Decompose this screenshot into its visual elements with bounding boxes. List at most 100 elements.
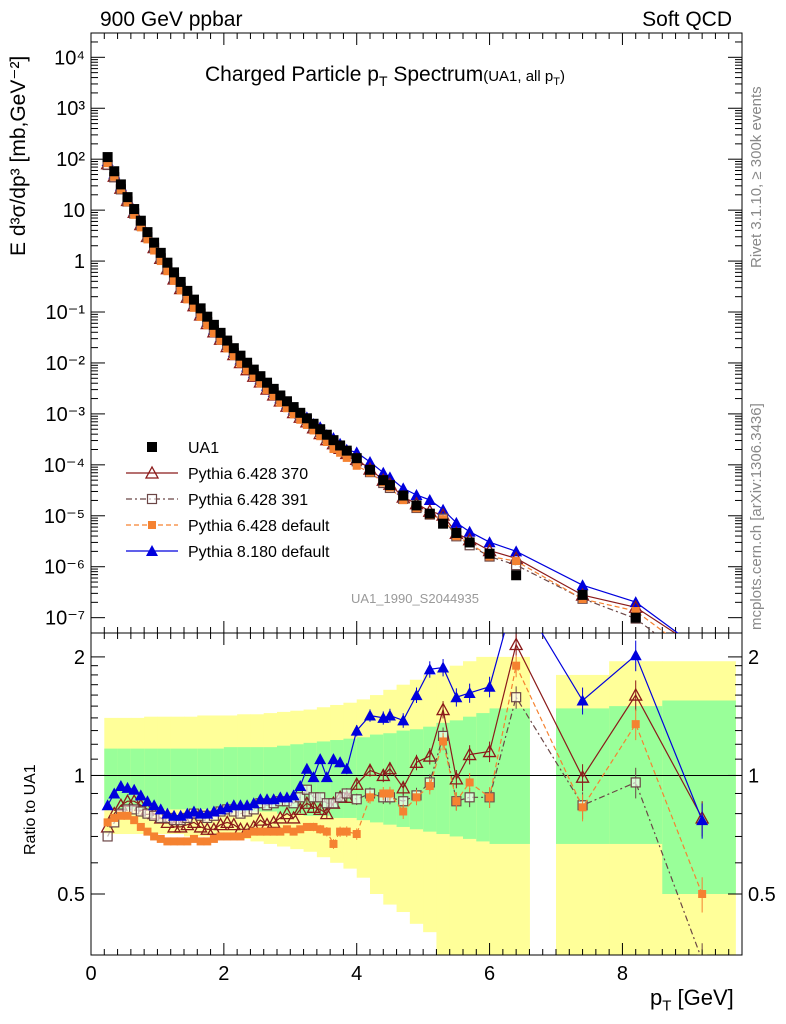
main-point-pythia6-default bbox=[116, 185, 125, 194]
ratio-point-pythia6-default bbox=[309, 822, 318, 831]
ratio-point-pythia8-default bbox=[121, 781, 134, 793]
y-tick-label-main: 10 bbox=[63, 200, 85, 222]
ratio-point-pythia8-default bbox=[463, 686, 476, 698]
ratio-point-pythia6-default bbox=[302, 822, 311, 831]
ratio-point-pythia6-370 bbox=[435, 702, 451, 716]
ratio-point-pythia6-default bbox=[698, 889, 707, 898]
main-point-pythia6-default bbox=[216, 336, 225, 345]
ratio-point-pythia6-370 bbox=[376, 768, 391, 782]
ratio-point-pythia6-default bbox=[289, 827, 298, 836]
main-point-ua1 bbox=[335, 440, 346, 451]
ratio-point-pythia6-default bbox=[203, 837, 212, 846]
y-tick-label-main: 10⁻⁶ bbox=[44, 557, 85, 579]
ratio-point-pythia8-default bbox=[696, 814, 709, 826]
ratio-point-pythia8-default bbox=[340, 762, 353, 774]
ratio-point-pythia8-default bbox=[483, 680, 496, 692]
ratio-point-pythia6-default bbox=[269, 827, 278, 836]
y-tick-label-main: 10⁻³ bbox=[46, 404, 86, 426]
ratio-point-pythia6-370 bbox=[628, 687, 643, 701]
band-inner bbox=[210, 748, 225, 810]
ratio-point-pythia6-default bbox=[136, 822, 145, 831]
ratio-point-pythia6-370 bbox=[509, 637, 524, 651]
main-point-ua1 bbox=[195, 303, 206, 314]
band-inner bbox=[104, 748, 119, 810]
main-point-ua1 bbox=[162, 257, 173, 268]
ratio-point-pythia6-default bbox=[150, 832, 159, 841]
main-point-pythia8-default bbox=[377, 466, 390, 478]
ratio-point-pythia8-default bbox=[148, 799, 161, 811]
legend-marker-pythia6-391 bbox=[146, 493, 158, 505]
ratio-point-pythia6-default bbox=[176, 837, 185, 846]
main-point-ua1 bbox=[351, 453, 362, 464]
ratio-point-pythia6-default bbox=[216, 832, 225, 841]
main-point-ua1 bbox=[228, 343, 239, 354]
chart-subtitle: (UA1, all pT) bbox=[483, 68, 565, 88]
ratio-point-pythia8-default bbox=[410, 689, 423, 701]
main-point-ua1 bbox=[378, 475, 389, 486]
main-point-pythia8-default bbox=[364, 456, 376, 468]
main-point-ua1 bbox=[365, 464, 375, 475]
ratio-point-pythia6-391 bbox=[511, 692, 522, 703]
main-point-ua1 bbox=[341, 445, 352, 456]
main-point-pythia6-default bbox=[223, 344, 232, 353]
main-point-ua1 bbox=[301, 413, 312, 424]
ratio-point-pythia6-default bbox=[425, 782, 434, 791]
ratio-point-pythia6-default bbox=[163, 837, 172, 846]
legend-label-pythia6-default: Pythia 6.428 default bbox=[188, 518, 330, 535]
legend-label-ua1: UA1 bbox=[188, 440, 219, 457]
main-point-pythia6-370 bbox=[696, 645, 708, 656]
legend-label-pythia6-391: Pythia 6.428 391 bbox=[188, 492, 308, 509]
ratio-point-pythia6-370 bbox=[299, 795, 314, 809]
y-tick-label-ratio-right: 2 bbox=[748, 647, 759, 669]
band-inner bbox=[197, 748, 212, 810]
legend-marker-ua1 bbox=[147, 442, 157, 452]
ratio-point-pythia6-default bbox=[103, 818, 112, 827]
ratio-point-pythia8-default bbox=[141, 795, 154, 807]
ratio-point-pythia6-370 bbox=[313, 802, 328, 816]
main-point-pythia6-default bbox=[336, 448, 345, 457]
ratio-point-pythia6-370 bbox=[482, 744, 497, 758]
ratio-point-pythia6-default bbox=[123, 811, 132, 820]
main-point-pythia6-default bbox=[289, 410, 298, 419]
ratio-point-pythia6-370 bbox=[193, 819, 208, 833]
main-point-pythia6-default bbox=[249, 372, 258, 381]
y-tick-label-main: 10⁻² bbox=[46, 353, 86, 375]
main-point-ua1 bbox=[511, 570, 522, 581]
tick-labels: 0 2 4 6 8 10⁻⁷ 10⁻⁶ 10⁻⁵ 10⁻⁴ 10⁻³ 10⁻² 10⁻¹ 1 10 10² 1… bbox=[44, 47, 776, 985]
main-point-pythia6-default bbox=[209, 329, 218, 338]
main-point-ua1 bbox=[438, 518, 449, 529]
ratio-point-pythia6-default bbox=[578, 803, 587, 812]
analysis-id: UA1_1990_S2044935 bbox=[351, 591, 479, 606]
ratio-point-pythia6-default bbox=[631, 720, 640, 729]
ratio-point-pythia6-default bbox=[256, 827, 265, 836]
ratio-point-pythia6-default bbox=[485, 793, 494, 802]
main-line-pythia6-default bbox=[107, 162, 667, 633]
main-point-pythia6-default bbox=[269, 392, 278, 401]
ratio-point-pythia6-370 bbox=[306, 799, 321, 813]
ratio-point-pythia6-391 bbox=[464, 792, 475, 803]
ratio-point-pythia8-default bbox=[397, 714, 410, 726]
band-inner bbox=[476, 713, 491, 842]
main-point-pythia6-default bbox=[110, 172, 119, 181]
y-tick-label-ratio-right: 1 bbox=[748, 765, 759, 787]
ratio-point-pythia8-default bbox=[294, 780, 307, 792]
main-point-ua1 bbox=[222, 335, 233, 346]
legend-label-pythia6-370: Pythia 6.428 370 bbox=[188, 466, 308, 483]
main-point-ua1 bbox=[142, 227, 153, 238]
main-point-ua1 bbox=[577, 589, 588, 600]
ratio-point-pythia8-default bbox=[187, 805, 200, 817]
ratio-point-pythia6-370 bbox=[206, 821, 221, 835]
ratio-point-pythia8-default bbox=[307, 771, 320, 783]
main-point-pythia8-default bbox=[696, 645, 708, 656]
main-point-pythia6-default bbox=[136, 223, 145, 232]
ratio-point-pythia6-391 bbox=[697, 954, 708, 955]
main-point-pythia6-default bbox=[123, 198, 132, 207]
main-point-pythia6-default bbox=[302, 420, 311, 429]
y-tick-label-main: 10² bbox=[56, 149, 85, 171]
y-tick-label-ratio: 1 bbox=[74, 765, 85, 787]
x-axis-label: pT [GeV] bbox=[650, 985, 734, 1015]
ratio-point-pythia6-370 bbox=[449, 771, 464, 785]
main-frame bbox=[90, 32, 743, 634]
band-inner bbox=[223, 747, 238, 812]
